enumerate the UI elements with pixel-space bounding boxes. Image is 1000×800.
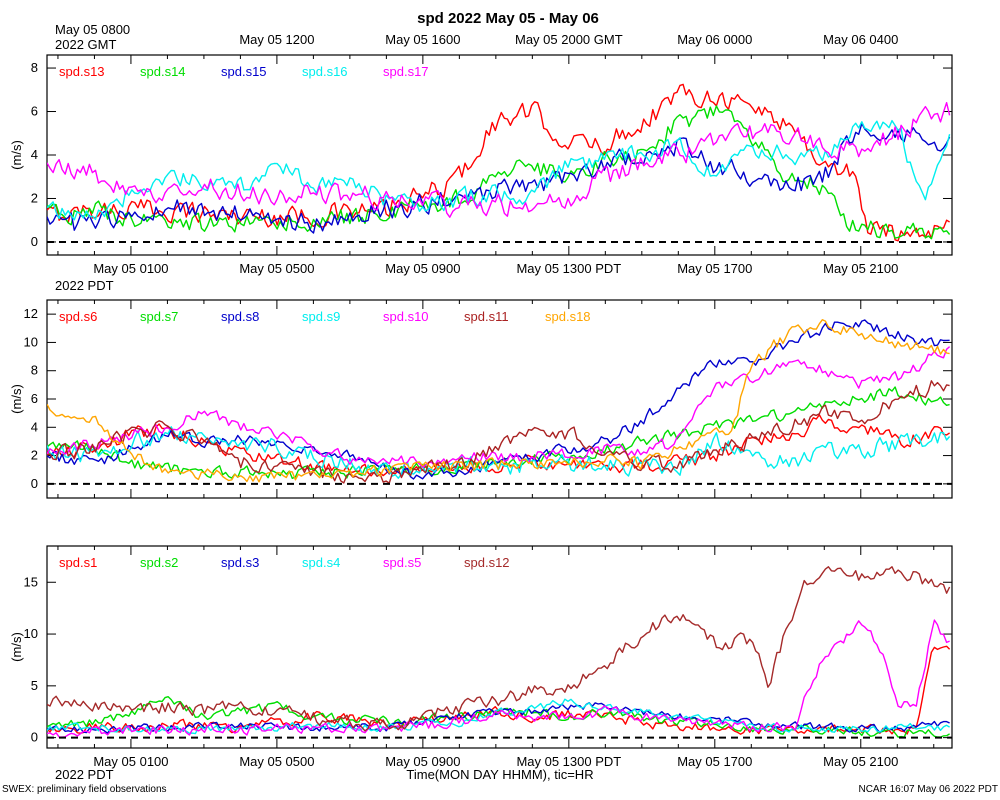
y-tick-label: 4: [31, 147, 38, 162]
series-line-spd-s10: [47, 346, 951, 468]
y-tick-label: 10: [24, 334, 38, 349]
series-line-spd-s11: [47, 380, 950, 484]
y-tick-label: 0: [31, 730, 38, 745]
y-tick-label: 15: [24, 574, 38, 589]
legend-item: spd.s14: [140, 64, 186, 79]
legend-item: spd.s17: [383, 64, 429, 79]
y-tick-label: 6: [31, 104, 38, 119]
y-tick-label: 5: [31, 678, 38, 693]
gmt-corner-label-1: May 05 0800: [55, 22, 130, 37]
y-tick-label: 10: [24, 626, 38, 641]
series-line-spd-s16: [47, 119, 951, 221]
chart-title: spd 2022 May 05 - May 06: [417, 10, 599, 27]
series-group: [47, 83, 951, 242]
y-axis-label: (m/s): [9, 384, 24, 414]
legend-item: spd.s10: [383, 309, 429, 324]
legend-item: spd.s3: [221, 555, 259, 570]
legend-item: spd.s12: [464, 555, 510, 570]
y-tick-label: 12: [24, 306, 38, 321]
y-tick-label: 8: [31, 363, 38, 378]
series-line-spd-s8: [47, 319, 950, 480]
pdt-tick-label: May 05 1700: [677, 261, 752, 276]
panel-frame: [46, 545, 953, 749]
footer-right: NCAR 16:07 May 06 2022 PDT: [858, 784, 998, 795]
gmt-tick-label: May 06 0000: [677, 32, 752, 47]
legend-item: spd.s15: [221, 64, 267, 79]
pdt-tick-label: May 05 0900: [385, 261, 460, 276]
legend-item: spd.s2: [140, 555, 178, 570]
pdt-tick-label: May 05 0500: [239, 754, 314, 769]
gmt-tick-label: May 05 1600: [385, 32, 460, 47]
y-tick-label: 0: [31, 476, 38, 491]
pdt-corner-label-top: 2022 PDT: [55, 278, 114, 293]
y-tick-label: 0: [31, 234, 38, 249]
series-group: [47, 319, 951, 484]
pdt-tick-label: May 05 0500: [239, 261, 314, 276]
legend-item: spd.s8: [221, 309, 259, 324]
series-line-spd-s1: [47, 645, 951, 735]
legend-item: spd.s1: [59, 555, 97, 570]
legend-item: spd.s6: [59, 309, 97, 324]
gmt-tick-label: May 05 1200: [239, 32, 314, 47]
x-axis-label: Time(MON DAY HHMM), tic=HR: [406, 767, 593, 782]
y-axis-label: (m/s): [9, 632, 24, 662]
gmt-corner-label-2: 2022 GMT: [55, 37, 116, 52]
legend-item: spd.s16: [302, 64, 348, 79]
panel-1: 0 2 4 6 8 (m/s) spd.s13 spd.s14 spd.s15 spd.s16 sp…: [9, 54, 953, 276]
legend-item: spd.s4: [302, 555, 340, 570]
series-line-spd-s15: [47, 122, 951, 234]
pdt-tick-label: May 05 2100: [823, 261, 898, 276]
y-tick-label: 8: [31, 60, 38, 75]
pdt-tick-label: May 05 2100: [823, 754, 898, 769]
y-tick-label: 4: [31, 419, 38, 434]
panel-2: 0 2 4 6 8 10 12 (m/s) spd.s6 spd.s7 spd.s8 spd.s9 sp…: [9, 299, 953, 499]
legend-item: spd.s18: [545, 309, 591, 324]
series-group: [47, 566, 951, 738]
gmt-tick-label: May 06 0400: [823, 32, 898, 47]
legend-item: spd.s11: [464, 309, 509, 324]
series-line-spd-s6: [47, 414, 950, 477]
pdt-tick-label: May 05 1300 PDT: [516, 261, 621, 276]
gmt-axis-labels: May 05 1200 May 05 1600 May 05 2000 GMT May…: [239, 32, 898, 47]
series-line-spd-s14: [47, 105, 951, 240]
series-line-spd-s18: [47, 319, 950, 483]
legend-item: spd.s9: [302, 309, 340, 324]
series-line-spd-s4: [47, 698, 950, 735]
series-line-spd-s5: [47, 619, 950, 738]
series-line-spd-s13: [47, 83, 950, 242]
y-tick-label: 2: [31, 190, 38, 205]
series-line-spd-s12: [47, 566, 951, 732]
pdt-tick-label: May 05 0100: [93, 261, 168, 276]
pdt-tick-label: May 05 1700: [677, 754, 752, 769]
y-tick-label: 2: [31, 448, 38, 463]
pdt-tick-label: May 05 0900: [385, 754, 460, 769]
legend-item: spd.s5: [383, 555, 421, 570]
pdt-tick-label: May 05 0100: [93, 754, 168, 769]
panel-3: 0 5 10 15 (m/s) spd.s1 spd.s2 spd.s3 spd.s4 spd.s…: [9, 545, 953, 769]
series-line-spd-s17: [47, 101, 951, 218]
pdt-corner-label-bottom: 2022 PDT: [55, 767, 114, 782]
footer-left: SWEX: preliminary field observations: [2, 784, 167, 795]
legend-item: spd.s7: [140, 309, 178, 324]
gmt-tick-label: May 05 2000 GMT: [515, 32, 623, 47]
y-tick-label: 6: [31, 391, 38, 406]
legend-item: spd.s13: [59, 64, 105, 79]
y-axis-label: (m/s): [9, 140, 24, 170]
pdt-tick-label: May 05 1300 PDT: [516, 754, 621, 769]
